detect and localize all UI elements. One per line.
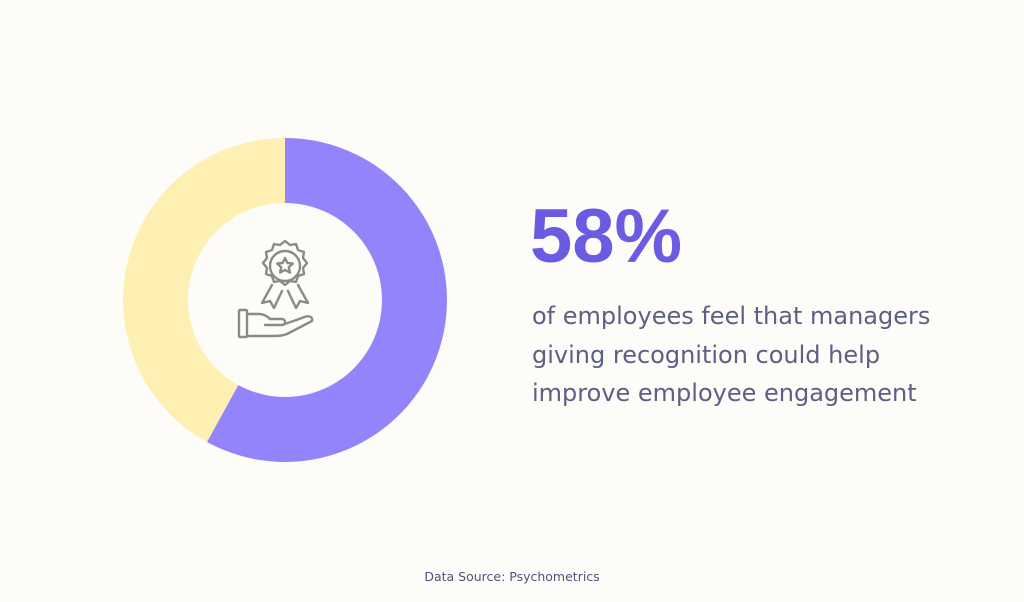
description-line: improve employee engagement — [532, 379, 917, 407]
donut-hole — [188, 203, 382, 397]
description-line: giving recognition could help — [532, 341, 880, 369]
headline-value: 58% — [530, 194, 682, 279]
source: Data Source: Psychometrics — [424, 569, 599, 584]
description-line: of employees feel that managers — [532, 302, 930, 330]
award-icon — [237, 239, 314, 339]
